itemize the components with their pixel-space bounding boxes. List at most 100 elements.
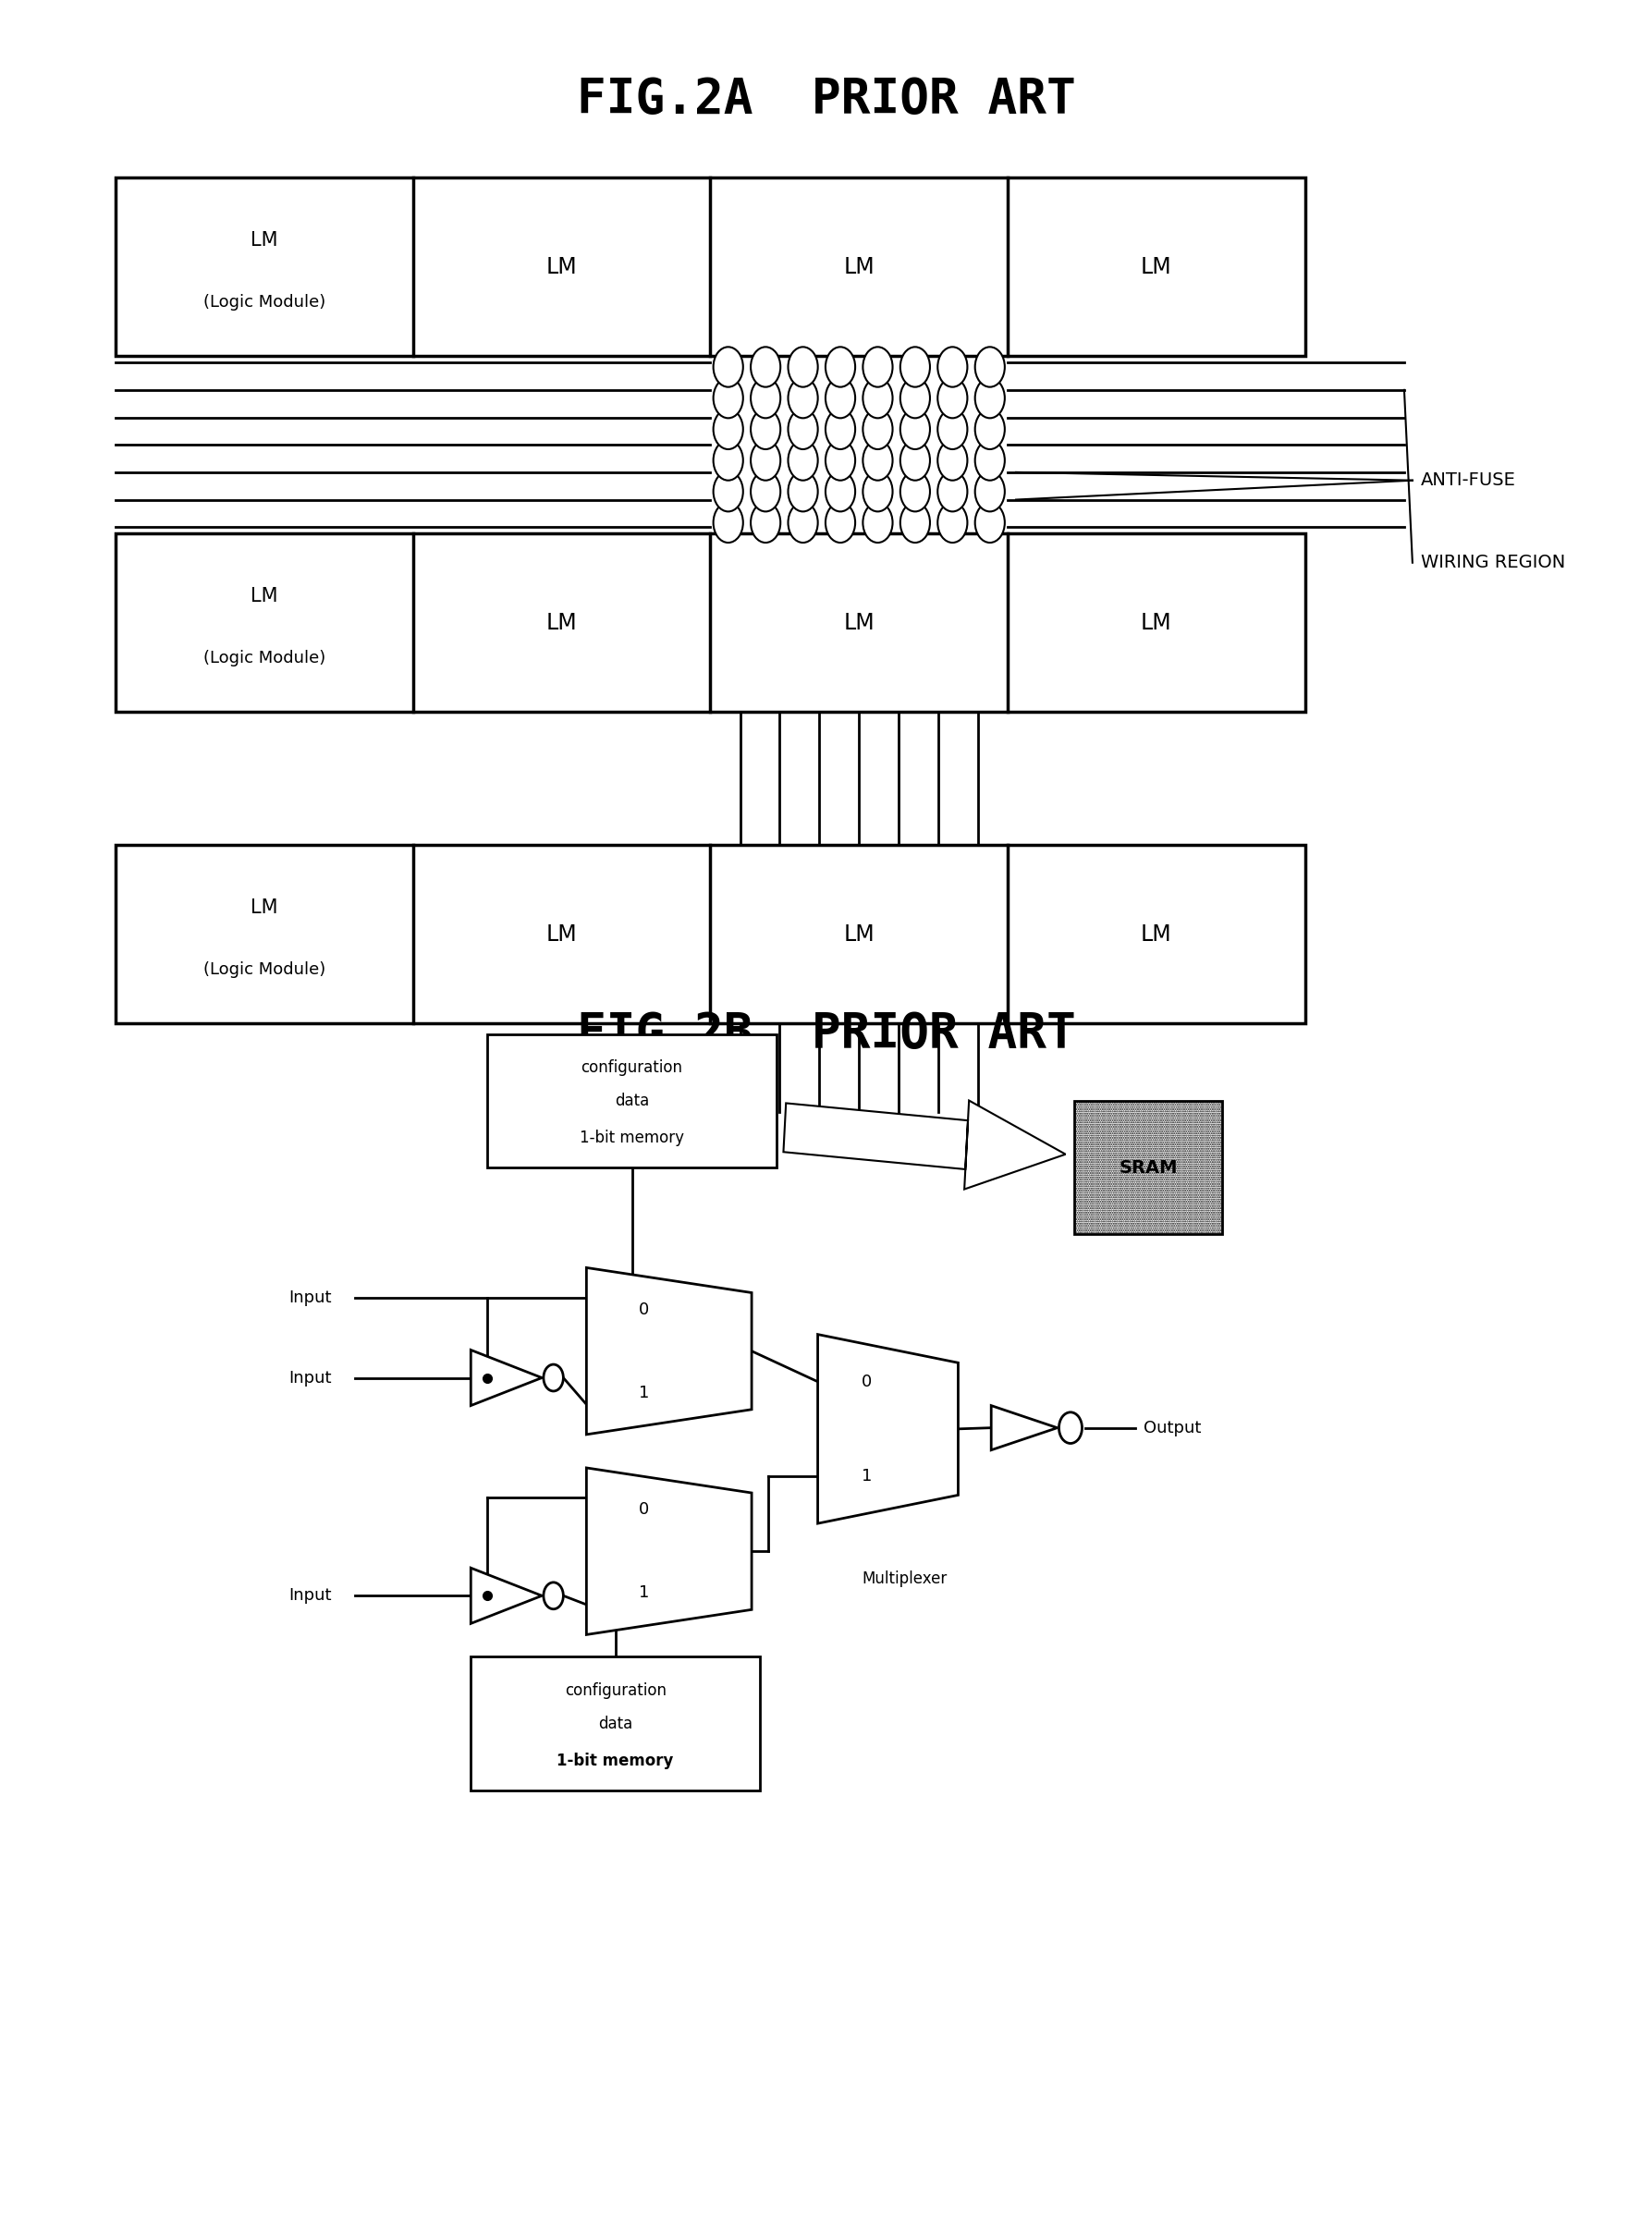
Text: 1-bit memory: 1-bit memory	[557, 1753, 674, 1770]
Circle shape	[714, 471, 743, 512]
Text: LM: LM	[1142, 612, 1171, 634]
Text: FIG.2A  PRIOR ART: FIG.2A PRIOR ART	[577, 76, 1075, 125]
Circle shape	[714, 440, 743, 480]
Circle shape	[788, 440, 818, 480]
Text: FIG.2B  PRIOR ART: FIG.2B PRIOR ART	[577, 1010, 1075, 1059]
Text: LM: LM	[251, 587, 278, 605]
Text: 1-bit memory: 1-bit memory	[580, 1130, 684, 1148]
Text: 0: 0	[639, 1501, 649, 1517]
Circle shape	[862, 440, 892, 480]
Circle shape	[788, 471, 818, 512]
Circle shape	[938, 471, 968, 512]
Bar	[471, 1657, 760, 1790]
Text: LM: LM	[1142, 256, 1171, 278]
Text: (Logic Module): (Logic Module)	[203, 294, 325, 311]
Circle shape	[544, 1363, 563, 1392]
Text: 1: 1	[639, 1386, 649, 1401]
Circle shape	[750, 471, 780, 512]
Polygon shape	[471, 1568, 542, 1624]
Circle shape	[750, 409, 780, 449]
Text: data: data	[615, 1092, 649, 1110]
Circle shape	[826, 503, 856, 543]
Circle shape	[788, 409, 818, 449]
Bar	[116, 845, 1305, 1023]
Circle shape	[714, 347, 743, 387]
Text: 0: 0	[862, 1374, 872, 1390]
Circle shape	[900, 503, 930, 543]
Text: ANTI-FUSE: ANTI-FUSE	[1421, 471, 1517, 489]
Bar	[116, 178, 1305, 356]
Circle shape	[938, 378, 968, 418]
Polygon shape	[586, 1468, 752, 1635]
Circle shape	[862, 503, 892, 543]
Circle shape	[750, 440, 780, 480]
Text: Input: Input	[289, 1290, 332, 1305]
Polygon shape	[991, 1406, 1057, 1450]
Circle shape	[788, 347, 818, 387]
Polygon shape	[783, 1101, 1066, 1190]
Circle shape	[900, 471, 930, 512]
Bar	[116, 534, 1305, 712]
Circle shape	[826, 347, 856, 387]
Circle shape	[714, 378, 743, 418]
Circle shape	[788, 503, 818, 543]
Circle shape	[826, 471, 856, 512]
Circle shape	[544, 1583, 563, 1610]
Text: Multiplexer: Multiplexer	[862, 1570, 947, 1588]
Text: LM: LM	[547, 923, 577, 945]
Polygon shape	[818, 1334, 958, 1523]
Text: WIRING REGION: WIRING REGION	[1421, 554, 1564, 572]
Text: LM: LM	[547, 256, 577, 278]
Circle shape	[826, 440, 856, 480]
Circle shape	[826, 409, 856, 449]
Text: (Logic Module): (Logic Module)	[203, 961, 325, 979]
Circle shape	[900, 378, 930, 418]
Polygon shape	[471, 1350, 542, 1406]
Circle shape	[938, 503, 968, 543]
Text: LM: LM	[251, 898, 278, 916]
Circle shape	[862, 347, 892, 387]
Text: LM: LM	[547, 612, 577, 634]
Text: LM: LM	[1142, 923, 1171, 945]
Circle shape	[975, 347, 1004, 387]
Circle shape	[750, 347, 780, 387]
Text: LM: LM	[844, 612, 874, 634]
Text: SRAM: SRAM	[1118, 1159, 1178, 1176]
Circle shape	[750, 378, 780, 418]
Text: data: data	[598, 1715, 633, 1732]
Circle shape	[714, 409, 743, 449]
Circle shape	[788, 378, 818, 418]
Circle shape	[900, 440, 930, 480]
Circle shape	[975, 378, 1004, 418]
Circle shape	[714, 503, 743, 543]
Circle shape	[900, 347, 930, 387]
Circle shape	[938, 440, 968, 480]
Text: (Logic Module): (Logic Module)	[203, 649, 325, 667]
Text: LM: LM	[844, 923, 874, 945]
Circle shape	[750, 503, 780, 543]
Circle shape	[938, 347, 968, 387]
Text: Input: Input	[289, 1370, 332, 1386]
Circle shape	[975, 503, 1004, 543]
Circle shape	[1059, 1412, 1082, 1443]
Circle shape	[862, 471, 892, 512]
Text: configuration: configuration	[565, 1681, 666, 1699]
Text: 1: 1	[639, 1586, 649, 1601]
Bar	[1074, 1101, 1222, 1234]
Circle shape	[900, 409, 930, 449]
Text: LM: LM	[251, 231, 278, 249]
Circle shape	[826, 378, 856, 418]
Text: Input: Input	[289, 1588, 332, 1604]
Polygon shape	[586, 1268, 752, 1434]
Text: 1: 1	[862, 1468, 872, 1483]
Text: 0: 0	[639, 1301, 649, 1317]
Circle shape	[862, 409, 892, 449]
Text: LM: LM	[844, 256, 874, 278]
Bar	[487, 1034, 776, 1168]
Circle shape	[975, 440, 1004, 480]
Text: configuration: configuration	[582, 1059, 682, 1076]
Circle shape	[975, 409, 1004, 449]
Circle shape	[862, 378, 892, 418]
Circle shape	[975, 471, 1004, 512]
Text: Output: Output	[1143, 1419, 1201, 1437]
